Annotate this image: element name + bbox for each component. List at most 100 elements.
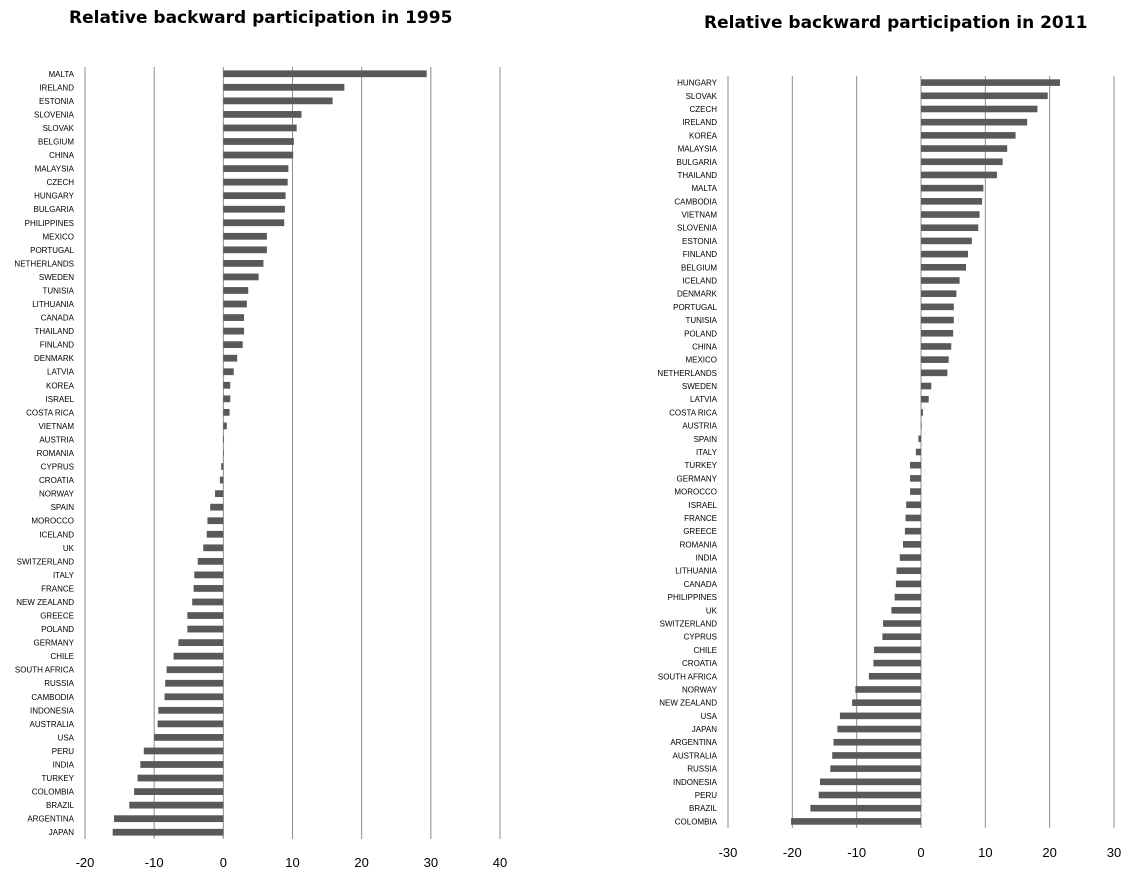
category-label: INDIA	[53, 761, 75, 770]
bar	[223, 165, 289, 172]
category-label: GERMANY	[677, 474, 718, 483]
category-label: POLAND	[41, 625, 74, 634]
bar	[818, 791, 921, 799]
category-label: JAPAN	[49, 828, 74, 837]
x-tick-label: 0	[220, 855, 227, 870]
x-tick-label: -20	[76, 855, 95, 870]
category-label: JAPAN	[692, 725, 717, 734]
x-tick-label: 20	[1042, 845, 1056, 860]
category-label: AUSTRALIA	[673, 751, 718, 760]
category-label: NETHERLANDS	[657, 369, 717, 378]
bar	[223, 381, 231, 389]
bar	[165, 679, 224, 687]
category-label: THAILAND	[34, 327, 74, 336]
bar	[223, 341, 243, 349]
bar	[883, 620, 921, 627]
category-label: BELGIUM	[38, 137, 74, 146]
category-label: VIETNAM	[38, 422, 74, 431]
category-label: CHILE	[693, 646, 717, 655]
category-label: ICELAND	[682, 276, 717, 285]
category-label: AUSTRALIA	[30, 720, 75, 729]
category-label: NEW ZEALAND	[659, 699, 717, 708]
bar	[921, 277, 960, 284]
x-tick-label: 30	[424, 855, 438, 870]
category-label: VIETNAM	[681, 211, 717, 220]
bar	[921, 250, 968, 258]
category-label: SOUTH AFRICA	[15, 666, 75, 675]
category-label: SLOVENIA	[34, 110, 75, 119]
bar	[223, 422, 227, 430]
category-label: PERU	[695, 791, 717, 800]
bar	[882, 633, 921, 640]
bar	[833, 738, 921, 746]
bar	[223, 111, 302, 118]
category-label: BULGARIA	[34, 205, 75, 214]
category-label: CYPRUS	[684, 633, 717, 642]
category-label: COSTA RICA	[669, 408, 718, 417]
bar	[223, 449, 224, 457]
bar	[158, 706, 224, 714]
bar	[114, 815, 224, 823]
category-label: CANADA	[684, 580, 718, 589]
x-tick-label: -30	[719, 845, 738, 860]
bar	[207, 517, 224, 525]
category-label: ICELAND	[39, 530, 74, 539]
category-label: TURKEY	[685, 461, 718, 470]
bar	[832, 752, 921, 759]
bar	[173, 652, 224, 660]
category-label: BRAZIL	[46, 801, 75, 810]
category-label: ROMANIA	[37, 449, 75, 458]
category-label: CHINA	[692, 342, 718, 351]
bar	[134, 788, 224, 795]
bar	[895, 580, 921, 588]
bar	[921, 264, 967, 271]
bar	[910, 475, 921, 482]
category-label: TUNISIA	[685, 316, 717, 325]
gridlines	[84, 67, 501, 839]
bar	[921, 158, 1003, 166]
category-label: HUNGARY	[677, 79, 718, 88]
category-label: IRELAND	[39, 83, 74, 92]
bar	[223, 287, 249, 294]
category-label: ITALY	[696, 448, 718, 457]
bar	[810, 804, 921, 812]
category-label: BULGARIA	[677, 158, 718, 167]
category-label: FRANCE	[41, 584, 74, 593]
bar	[921, 343, 952, 350]
bar	[157, 720, 224, 728]
category-label: SPAIN	[51, 503, 75, 512]
bar	[921, 92, 1048, 100]
category-label: PORTUGAL	[30, 246, 74, 255]
bar	[921, 211, 980, 218]
bar	[894, 593, 921, 601]
x-tick-label: -10	[847, 845, 866, 860]
bar	[921, 329, 954, 337]
bar	[904, 527, 921, 535]
category-label: INDIA	[696, 554, 718, 563]
category-label: CYPRUS	[41, 463, 74, 472]
bar	[921, 184, 984, 192]
bar	[223, 246, 267, 254]
bar	[921, 105, 1038, 113]
bar	[921, 198, 983, 205]
bar	[791, 818, 921, 825]
bar	[921, 316, 954, 324]
bar	[223, 436, 225, 443]
x-tick-label: -10	[145, 855, 164, 870]
bar	[921, 395, 929, 403]
bar	[921, 79, 1060, 86]
bar	[921, 369, 948, 377]
bar	[223, 124, 297, 132]
category-label: MOROCCO	[674, 488, 717, 497]
bar	[187, 612, 224, 619]
category-label: ESTONIA	[682, 237, 718, 246]
bar	[899, 554, 921, 561]
category-label: BELGIUM	[681, 263, 717, 272]
bar	[223, 408, 230, 416]
category-label: COSTA RICA	[26, 408, 75, 417]
bar	[223, 314, 245, 321]
bar	[206, 530, 224, 538]
category-label: ROMANIA	[680, 540, 718, 549]
category-label: CAMBODIA	[31, 693, 74, 702]
category-label: SWITZERLAND	[660, 620, 718, 629]
